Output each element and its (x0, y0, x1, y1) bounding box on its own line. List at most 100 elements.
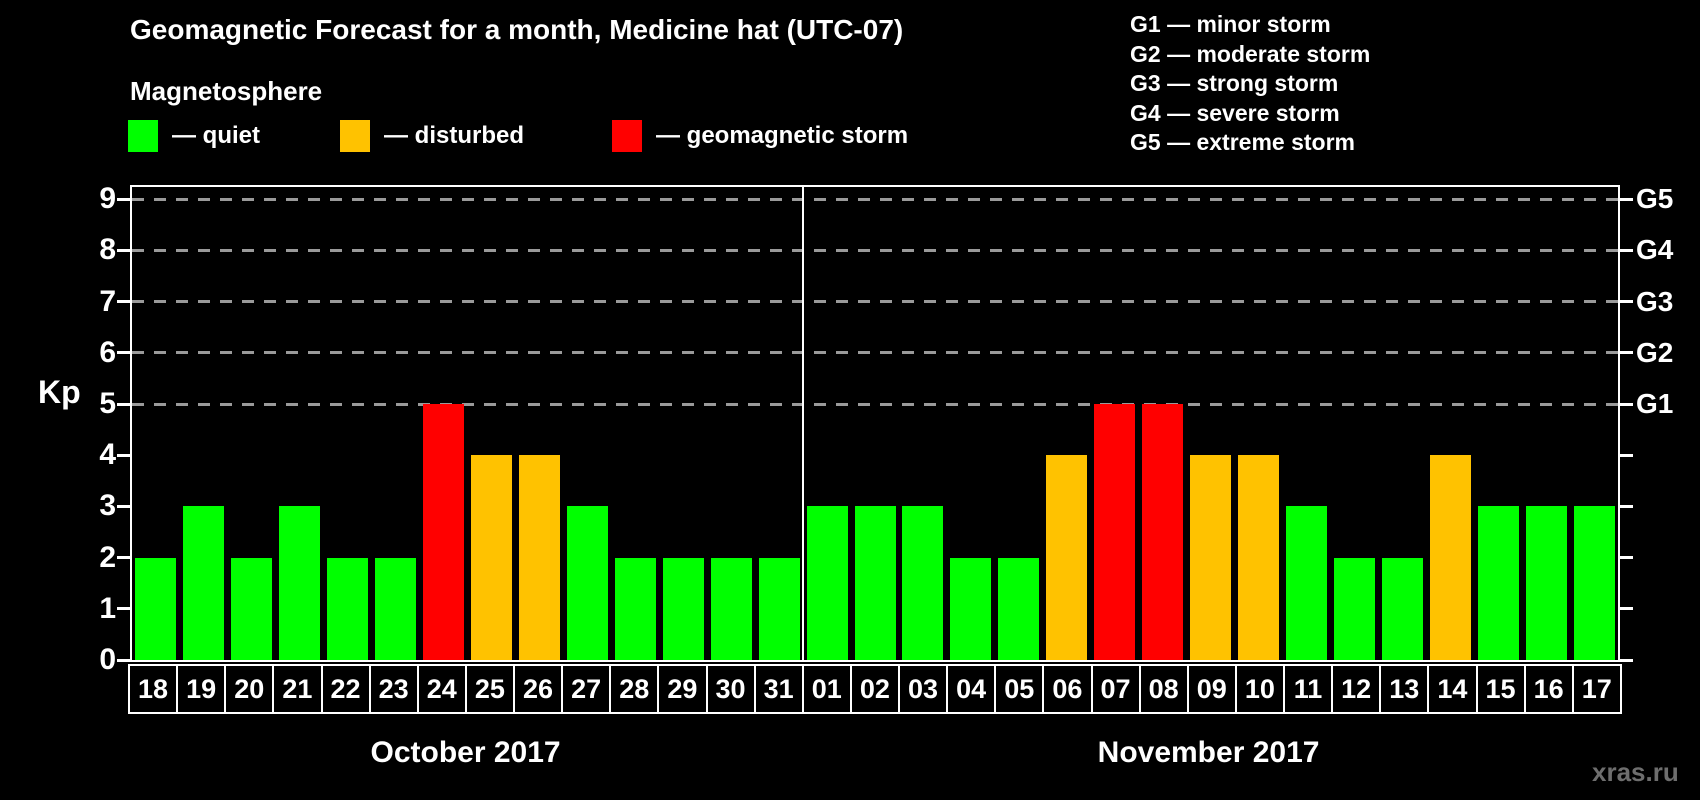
kp-bar-day-16 (1525, 506, 1567, 660)
month-label-november: November 2017 (1097, 736, 1320, 769)
date-label-cell: 29 (657, 664, 708, 714)
date-label-cell: 21 (272, 664, 323, 714)
right-tick-kp-6 (1620, 351, 1633, 355)
right-axis-label-G4: G4 (1636, 234, 1674, 266)
kp-bar-day-15 (1477, 506, 1519, 660)
kp-bar-day-12 (1333, 557, 1375, 660)
gridline-kp-7 (132, 300, 1618, 304)
y-axis-title: Kp (38, 374, 81, 410)
y-tick-label-9: 9 (99, 182, 116, 216)
storm-color-swatch (612, 120, 642, 152)
date-label-cell: 27 (561, 664, 612, 714)
date-label-cell: 09 (1186, 664, 1237, 714)
date-label-cell: 07 (1090, 664, 1141, 714)
storm-scale-line-1: G1 — minor storm (1130, 11, 1331, 37)
y-tick-label-1: 1 (99, 591, 116, 625)
left-tick-kp-4 (117, 453, 130, 457)
date-label-cell: 24 (416, 664, 467, 714)
kp-bar-day-13 (1381, 557, 1423, 660)
y-tick-label-0: 0 (99, 643, 116, 676)
left-tick-kp-0 (117, 658, 130, 662)
y-tick-label-3: 3 (99, 489, 116, 523)
right-axis-label-G1: G1 (1636, 388, 1674, 419)
date-label-cell: 12 (1331, 664, 1382, 714)
kp-bar-day-10 (1237, 455, 1279, 660)
date-label-cell: 05 (994, 664, 1045, 714)
date-label-cell: 15 (1475, 664, 1526, 714)
date-label-cell: 30 (705, 664, 756, 714)
kp-bar-day-23 (375, 557, 417, 660)
right-tick-kp-2 (1620, 556, 1633, 560)
date-label-cell: 22 (320, 664, 371, 714)
kp-bar-day-04 (950, 557, 992, 660)
plot-area (117, 185, 1633, 662)
kp-bar-day-02 (854, 506, 896, 660)
legend-label-disturbed: — disturbed (384, 122, 525, 149)
kp-bar-day-28 (614, 557, 656, 660)
kp-bar-day-03 (902, 506, 944, 660)
page-title: Geomagnetic Forecast for a month, Medici… (130, 14, 904, 45)
date-label-cell: 17 (1571, 664, 1622, 714)
month-label-october: October 2017 (370, 736, 561, 769)
storm-scale-line-3: G3 — strong storm (1130, 70, 1339, 96)
date-label-cell: 11 (1283, 664, 1334, 714)
quiet-color-swatch (128, 120, 158, 152)
kp-bar-day-26 (518, 455, 560, 660)
kp-bar-day-27 (566, 506, 608, 660)
left-tick-kp-9 (117, 197, 130, 201)
kp-bar-day-21 (279, 506, 321, 660)
kp-bar-day-25 (471, 455, 513, 660)
kp-bar-day-01 (806, 506, 848, 660)
legend-label-storm: — geomagnetic storm (656, 122, 909, 149)
legend-item-quiet: — quiet (128, 120, 260, 152)
y-tick-label-5: 5 (99, 387, 116, 420)
right-tick-kp-7 (1620, 300, 1633, 304)
legend-label-quiet: — quiet (172, 122, 260, 149)
kp-bar-day-07 (1094, 404, 1136, 660)
gridline-kp-8 (132, 248, 1618, 252)
date-label-cell: 01 (801, 664, 852, 714)
storm-scale-line-5: G5 — extreme storm (1130, 129, 1355, 155)
right-tick-kp-1 (1620, 607, 1633, 611)
kp-bar-day-11 (1285, 506, 1327, 660)
left-tick-kp-5 (117, 402, 130, 406)
kp-bar-day-06 (1046, 455, 1088, 660)
gridline-kp-5 (132, 402, 1618, 406)
kp-bar-day-22 (327, 557, 369, 660)
right-tick-kp-8 (1620, 248, 1633, 252)
right-axis-label-G5: G5 (1636, 183, 1674, 215)
date-label-cell: 28 (609, 664, 660, 714)
date-label-cell: 08 (1138, 664, 1189, 714)
right-tick-kp-4 (1620, 453, 1633, 457)
kp-bar-day-30 (710, 557, 752, 660)
kp-bar-day-19 (183, 506, 225, 660)
storm-scale-line-2: G2 — moderate storm (1130, 40, 1371, 67)
kp-bar-day-09 (1190, 455, 1232, 660)
y-tick-label-4: 4 (99, 438, 116, 472)
date-label-cell: 19 (176, 664, 227, 714)
legend-item-disturbed: — disturbed (340, 120, 524, 152)
storm-scale-line-4: G4 — severe storm (1130, 99, 1340, 126)
left-tick-kp-1 (117, 607, 130, 611)
date-label-cell: 25 (464, 664, 515, 714)
gridline-kp-6 (132, 351, 1618, 355)
date-label-cell: 06 (1042, 664, 1093, 714)
date-label-cell: 23 (368, 664, 419, 714)
y-tick-label-2: 2 (99, 540, 116, 574)
y-tick-label-6: 6 (99, 335, 116, 369)
date-label-cell: 26 (513, 664, 564, 714)
date-label-cell: 31 (753, 664, 804, 714)
kp-bar-day-17 (1573, 506, 1615, 660)
kp-bar-day-14 (1429, 455, 1471, 660)
left-tick-kp-3 (117, 504, 130, 508)
kp-bar-day-08 (1142, 404, 1184, 660)
right-tick-kp-9 (1620, 197, 1633, 201)
date-label-cell: 14 (1427, 664, 1478, 714)
legend-item-storm: — geomagnetic storm (612, 120, 908, 152)
date-label-cell: 13 (1379, 664, 1430, 714)
kp-bar-day-18 (135, 557, 177, 660)
date-label-cell: 20 (224, 664, 275, 714)
chart-subtitle: Magnetosphere (130, 76, 323, 106)
y-tick-label-8: 8 (99, 233, 116, 267)
left-tick-kp-2 (117, 556, 130, 560)
